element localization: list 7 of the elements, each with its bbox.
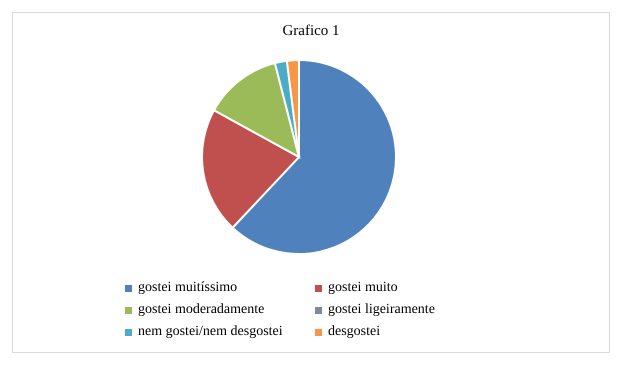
chart-title: Grafico 1 xyxy=(281,23,341,40)
legend-label: nem gostei/nem desgostei xyxy=(138,324,283,340)
legend-label: gostei ligeiramente xyxy=(328,302,435,318)
legend-label: gostei muitíssimo xyxy=(138,280,238,296)
legend-label: gostei moderadamente xyxy=(138,302,264,318)
legend-label: desgostei xyxy=(328,324,380,340)
legend-label: gostei muito xyxy=(328,280,398,296)
